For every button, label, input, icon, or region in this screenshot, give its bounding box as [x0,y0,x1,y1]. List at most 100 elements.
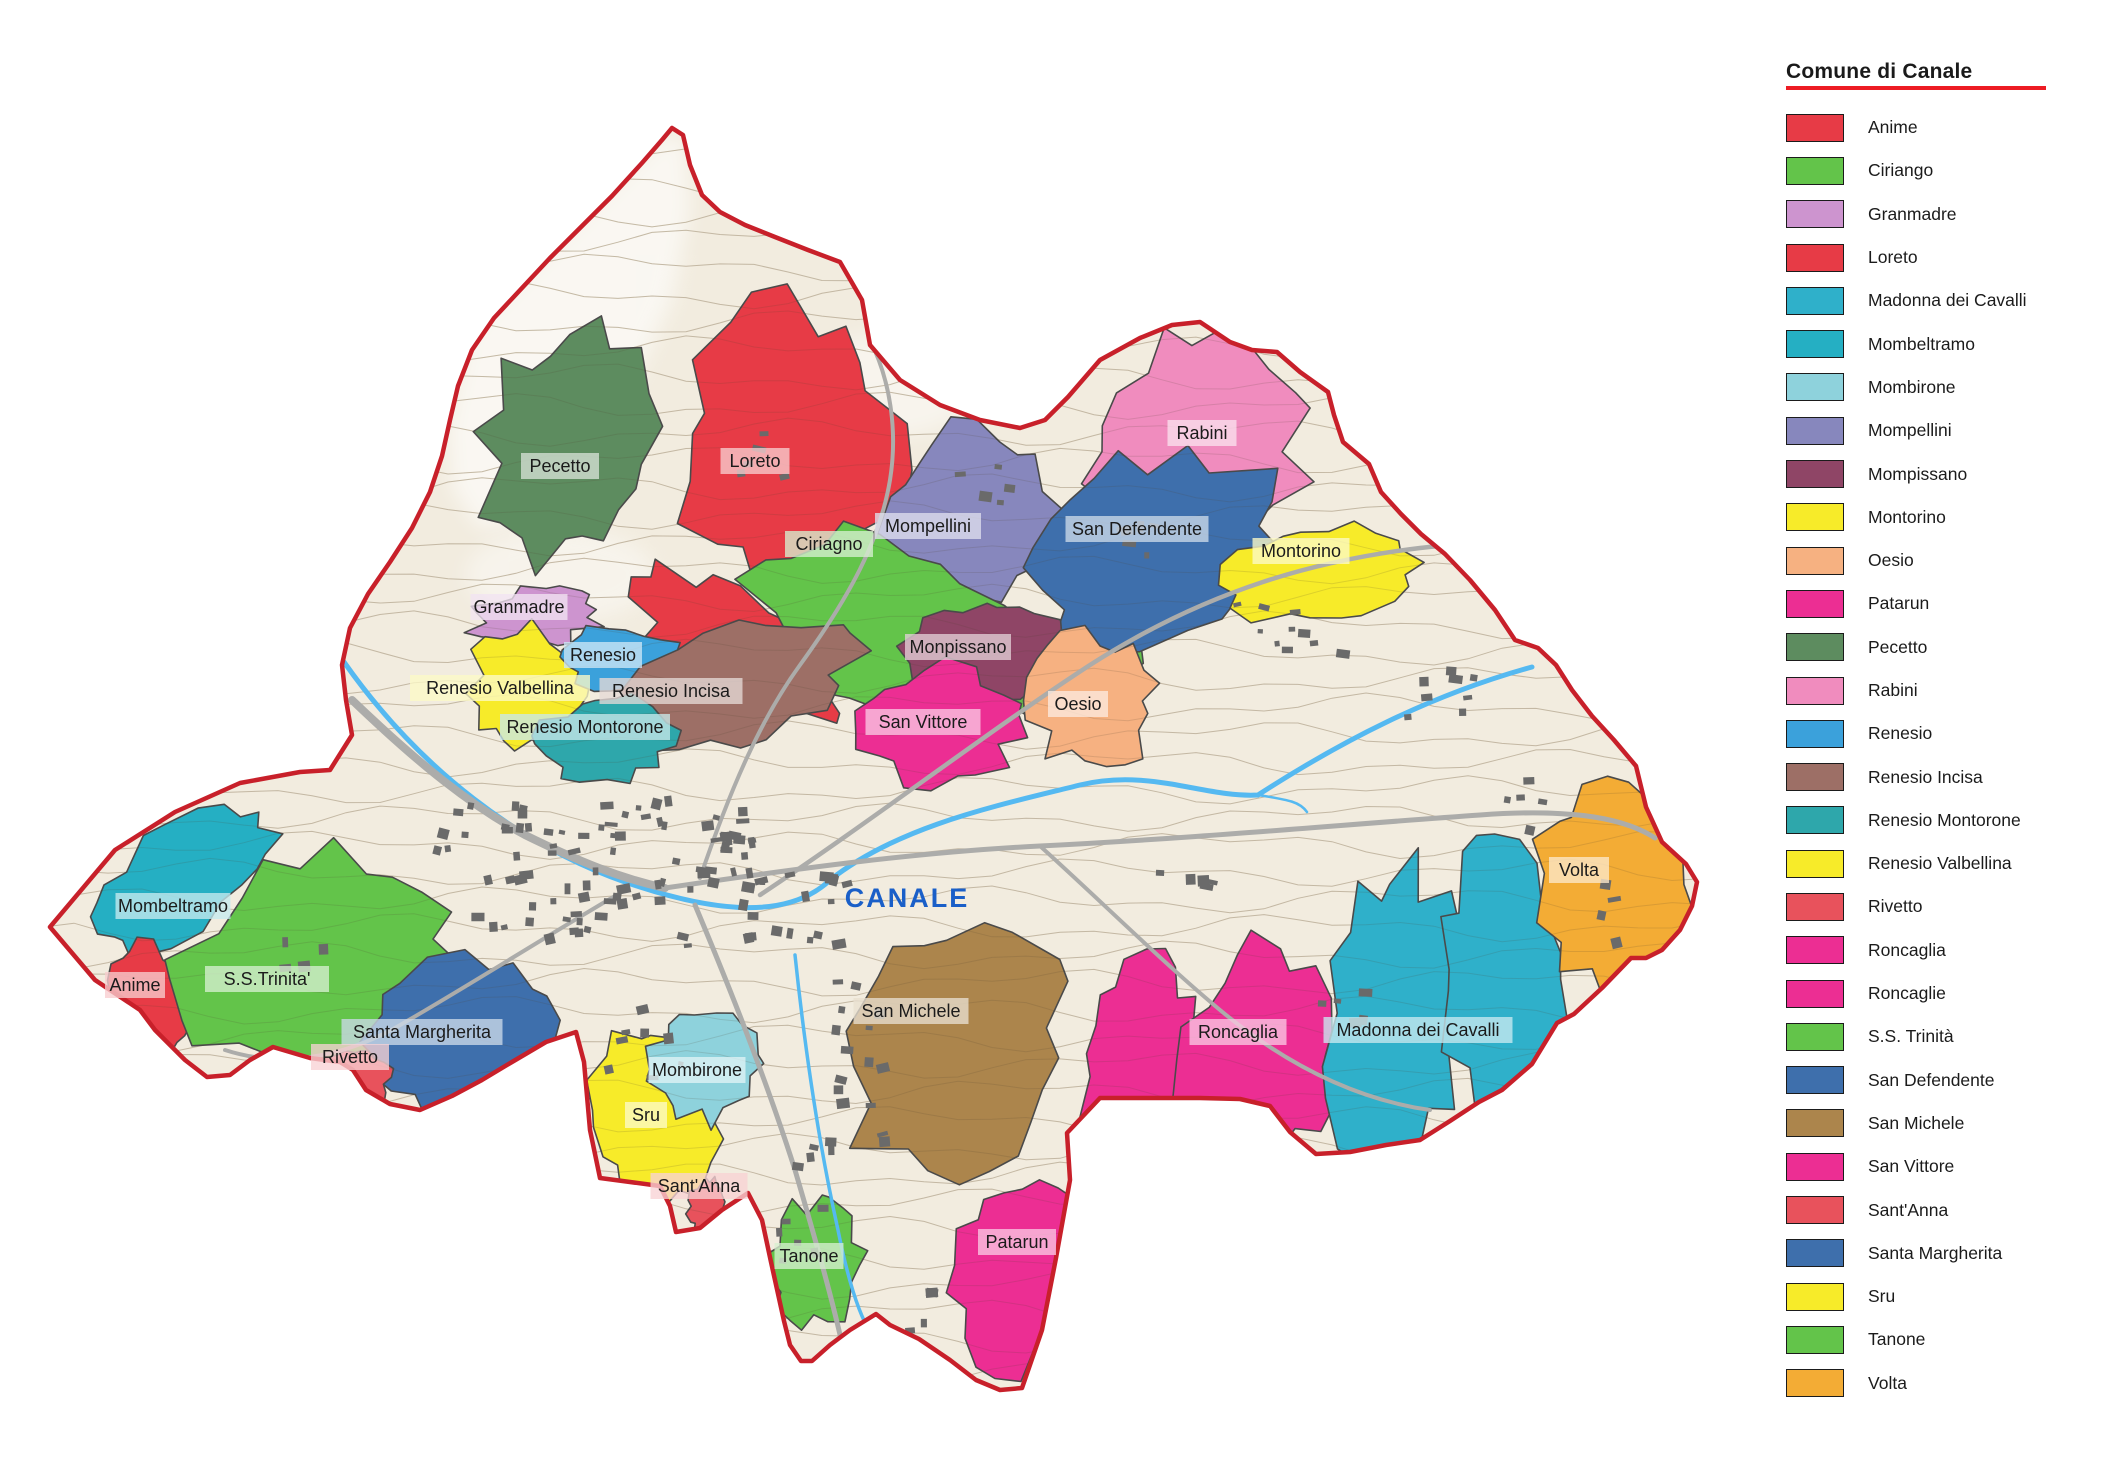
building [594,912,608,921]
building [1185,873,1196,885]
building [730,867,738,877]
building [994,464,1003,470]
svg-text:San Defendente: San Defendente [1072,519,1202,539]
legend-swatch [1786,200,1844,229]
legend-swatch [1786,1066,1844,1095]
legend-item-mombirone: Mombirone [1786,366,2122,409]
building [738,898,749,912]
region-label-pecetto: Pecetto [521,453,599,479]
building [549,843,558,849]
region-label-santa-margherita: Santa Margherita [341,1019,503,1045]
building [824,1137,837,1147]
svg-text:Sant'Anna: Sant'Anna [658,1176,741,1196]
road-line [662,810,1658,891]
legend-item-label: Renesio [1868,723,1933,744]
legend-item-pecetto: Pecetto [1786,626,2122,669]
building [635,1004,650,1016]
building [616,897,629,910]
building [776,1227,783,1237]
svg-text:Renesio Incisa: Renesio Incisa [612,681,731,701]
legend-item-sru: Sru [1786,1275,2122,1318]
town-label: CANALE [845,883,970,913]
building [654,879,662,890]
legend-item-label: Mombeltramo [1868,333,1975,354]
building [1289,609,1301,616]
legend-item-label: Oesio [1868,550,1914,571]
building [1258,603,1271,612]
svg-text:Granmadre: Granmadre [473,597,564,617]
building [656,816,664,828]
building [1003,483,1016,493]
building [1607,895,1622,903]
region-label-anime: Anime [105,972,165,998]
legend-item-sant-anna: Sant'Anna [1786,1188,2122,1231]
svg-text:Montorino: Montorino [1261,541,1341,561]
svg-text:Mompellini: Mompellini [885,516,971,536]
region-label-renesio-incisa: Renesio Incisa [599,678,743,704]
region-label-mombeltramo: Mombeltramo [115,893,231,919]
building [318,943,329,955]
legend-item-label: Sant'Anna [1868,1199,1949,1220]
building [500,823,510,832]
building [517,809,528,819]
svg-text:Patarun: Patarun [985,1232,1048,1252]
region-label-san-michele: San Michele [853,998,969,1024]
legend-swatch [1786,156,1844,185]
building [603,1064,614,1075]
svg-text:Volta: Volta [1559,860,1600,880]
road-line [348,696,669,892]
region-label-patarun: Patarun [978,1229,1056,1255]
building [834,1074,848,1085]
region-label-sru: Sru [625,1102,667,1128]
legend-item-patarun: Patarun [1786,582,2122,625]
legend-item-label: Madonna dei Cavalli [1868,290,2027,311]
region-label-roncaglia: Roncaglia [1189,1019,1287,1045]
legend-swatch [1786,1325,1844,1354]
legend-swatch [1786,243,1844,272]
region-label-sant-anna: Sant'Anna [650,1173,748,1199]
legend-item-renesio: Renesio [1786,712,2122,755]
legend-item-label: Mombirone [1868,376,1956,397]
building [747,837,757,845]
building [800,890,810,903]
legend-swatch [1786,416,1844,445]
building [840,1045,854,1055]
building [1448,674,1464,685]
legend-item-san-vittore: San Vittore [1786,1145,2122,1188]
building [467,802,475,810]
building [513,873,528,886]
building [524,822,533,832]
building [784,871,796,879]
svg-text:Monpissano: Monpissano [909,637,1006,657]
legend-item-san-defendente: San Defendente [1786,1059,2122,1102]
building [1144,552,1150,559]
building [640,813,652,821]
labels-layer: Loreto Pecetto Mompellini Ciriagno Rabini San… [105,420,1609,1269]
region-label-mompellini: Mompellini [875,513,981,539]
legend-items: Anime Ciriango Granmadre Loreto Madonna dei … [1786,106,2122,1405]
building [806,936,814,944]
building [827,898,835,905]
building [436,827,450,840]
building [1274,640,1280,647]
legend-item-label: Rabini [1868,680,1918,700]
building [583,925,592,934]
building [733,834,746,845]
legend-item-label: Rivetto [1868,896,1923,917]
building [878,1136,891,1148]
building [806,1152,815,1163]
legend-swatch [1786,589,1844,618]
building [1358,988,1373,997]
building [543,828,554,836]
river-line [1256,793,1309,814]
legend-item-rabini: Rabini [1786,669,2122,712]
legend-item-mombeltramo: Mombeltramo [1786,322,2122,365]
building [1404,713,1412,721]
legend-item-label: Granmadre [1868,203,1957,224]
legend-panel: Comune di Canale Anime Ciriango Granmadre L… [1786,60,2122,1405]
region-label-rabini: Rabini [1167,420,1237,446]
building [609,847,617,856]
region-label-montorino: Montorino [1252,538,1350,564]
legend-swatch [1786,286,1844,315]
